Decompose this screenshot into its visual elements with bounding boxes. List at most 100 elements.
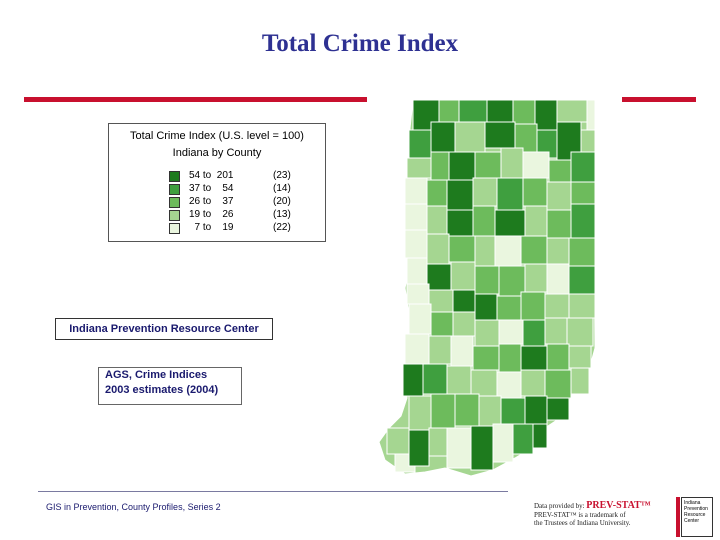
legend-swatch	[169, 210, 180, 221]
county	[450, 335, 474, 367]
county	[422, 363, 448, 395]
county	[568, 237, 596, 267]
county	[546, 181, 572, 211]
county	[546, 209, 572, 239]
county	[428, 335, 452, 365]
legend-range: 7 to 19	[189, 222, 234, 233]
county	[570, 367, 590, 395]
legend-count: (14)	[273, 183, 291, 194]
county	[566, 317, 594, 347]
county	[430, 121, 456, 153]
county	[446, 365, 472, 395]
logo-accent	[676, 497, 680, 537]
legend-range: 19 to 26	[189, 209, 234, 220]
legend-subtitle: Indiana by County	[172, 147, 262, 159]
county	[568, 265, 596, 295]
county	[386, 427, 410, 455]
county	[524, 263, 548, 293]
source-line-2: 2003 estimates (2004)	[105, 384, 219, 396]
legend-row: 26 to 37 (20)	[169, 196, 291, 208]
provider-line-3: the Trustees of Indiana University.	[534, 519, 631, 527]
county	[586, 99, 596, 131]
county	[568, 345, 592, 369]
county	[546, 237, 570, 265]
county	[496, 177, 524, 211]
source-line-1: AGS, Crime Indices	[105, 369, 208, 381]
county	[406, 283, 430, 305]
county	[580, 129, 596, 153]
legend-swatch	[169, 223, 180, 234]
provider-brand: PREV-STAT™	[586, 500, 651, 511]
county	[496, 371, 522, 399]
county	[496, 295, 522, 321]
provider-prefix: Data provided by:	[534, 502, 587, 510]
county	[402, 363, 424, 397]
county	[520, 345, 548, 371]
county	[522, 177, 548, 207]
county	[406, 157, 432, 179]
left-rule	[24, 97, 367, 102]
county	[494, 209, 526, 237]
county	[544, 369, 572, 399]
indiana-county-map	[378, 99, 596, 477]
county	[492, 423, 514, 463]
legend-range: 26 to 37	[189, 196, 234, 207]
county	[522, 151, 550, 179]
county	[494, 235, 522, 267]
county	[470, 425, 494, 471]
legend-count: (22)	[273, 222, 291, 233]
county	[404, 333, 430, 365]
county	[408, 303, 432, 335]
county	[570, 151, 596, 183]
county	[472, 345, 500, 371]
legend-row: 7 to 19 (22)	[169, 222, 291, 234]
county	[570, 203, 596, 239]
county	[500, 397, 526, 425]
legend-count: (20)	[273, 196, 291, 207]
county	[534, 99, 558, 131]
legend-row: 19 to 26 (13)	[169, 209, 291, 221]
provider-line-2: PREV-STAT™ is a trademark of	[534, 511, 626, 519]
county	[486, 99, 514, 123]
county	[546, 343, 570, 371]
county	[404, 177, 428, 205]
county	[404, 203, 428, 231]
county	[438, 99, 460, 123]
county	[426, 263, 452, 291]
county	[474, 235, 496, 267]
footer-text: GIS in Prevention, County Profiles, Seri…	[46, 502, 221, 512]
county	[532, 423, 548, 449]
right-rule	[622, 97, 696, 102]
county	[448, 151, 476, 181]
county	[408, 395, 432, 431]
org-label: Indiana Prevention Resource Center	[55, 318, 273, 340]
provider-credit: Data provided by: PREV-STAT™ PREV-STAT™ …	[534, 500, 669, 527]
county	[474, 265, 500, 295]
county	[408, 429, 430, 467]
county	[430, 311, 454, 337]
legend-title: Total Crime Index (U.S. level = 100)	[130, 130, 304, 142]
county	[454, 121, 486, 153]
county	[472, 205, 496, 237]
county	[484, 121, 516, 149]
legend-count: (13)	[273, 209, 291, 220]
county	[544, 293, 570, 319]
county	[452, 289, 476, 313]
county	[428, 427, 448, 457]
county	[520, 291, 546, 321]
county	[522, 319, 546, 347]
county	[520, 369, 546, 397]
county	[568, 293, 596, 319]
county	[500, 147, 524, 179]
legend-swatch	[169, 171, 180, 182]
footer-divider	[38, 491, 508, 492]
county	[426, 205, 448, 235]
county	[470, 369, 498, 397]
county	[404, 229, 428, 259]
county	[498, 319, 524, 345]
county	[546, 397, 570, 421]
county	[408, 129, 432, 159]
county	[452, 311, 476, 337]
county	[498, 343, 522, 373]
county	[544, 317, 568, 345]
